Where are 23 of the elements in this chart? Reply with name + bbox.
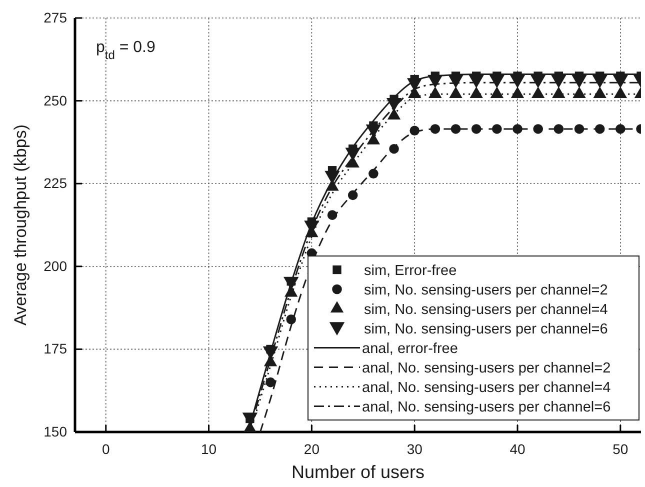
y-tick-label: 250 xyxy=(44,92,68,108)
y-tick-label: 150 xyxy=(44,423,68,440)
x-tick-label: 20 xyxy=(304,440,320,457)
legend-label: anal, No. sensing-users per channel=2 xyxy=(362,360,611,376)
y-tick-label: 225 xyxy=(44,175,68,192)
legend-label: anal, No. sensing-users per channel=4 xyxy=(362,380,611,396)
annotation: p$_{td}$ = 0.9 xyxy=(96,39,156,62)
legend-label: anal, error-free xyxy=(362,340,458,357)
x-tick-label: 10 xyxy=(200,440,217,457)
x-axis-title: Number of users xyxy=(291,462,425,482)
legend-label: sim, Error-free xyxy=(364,262,457,279)
legend-label: sim, No. sensing-users per channel=2 xyxy=(364,282,608,298)
y-axis-title: Average throughput (kbps) xyxy=(11,124,30,326)
y-tick-label: 175 xyxy=(44,340,68,357)
x-tick-label: 40 xyxy=(510,440,526,457)
x-tick-label: 30 xyxy=(406,440,423,457)
y-tick-label: 275 xyxy=(44,9,68,26)
x-tick-label: 0 xyxy=(102,440,110,457)
x-tick-label: 50 xyxy=(612,440,628,457)
legend-label: sim, No. sensing-users per channel=6 xyxy=(364,321,608,338)
y-tick-label: 200 xyxy=(44,258,68,274)
legend-label: sim, No. sensing-users per channel=4 xyxy=(364,302,608,318)
legend-label: anal, No. sensing-users per channel=6 xyxy=(362,399,611,416)
